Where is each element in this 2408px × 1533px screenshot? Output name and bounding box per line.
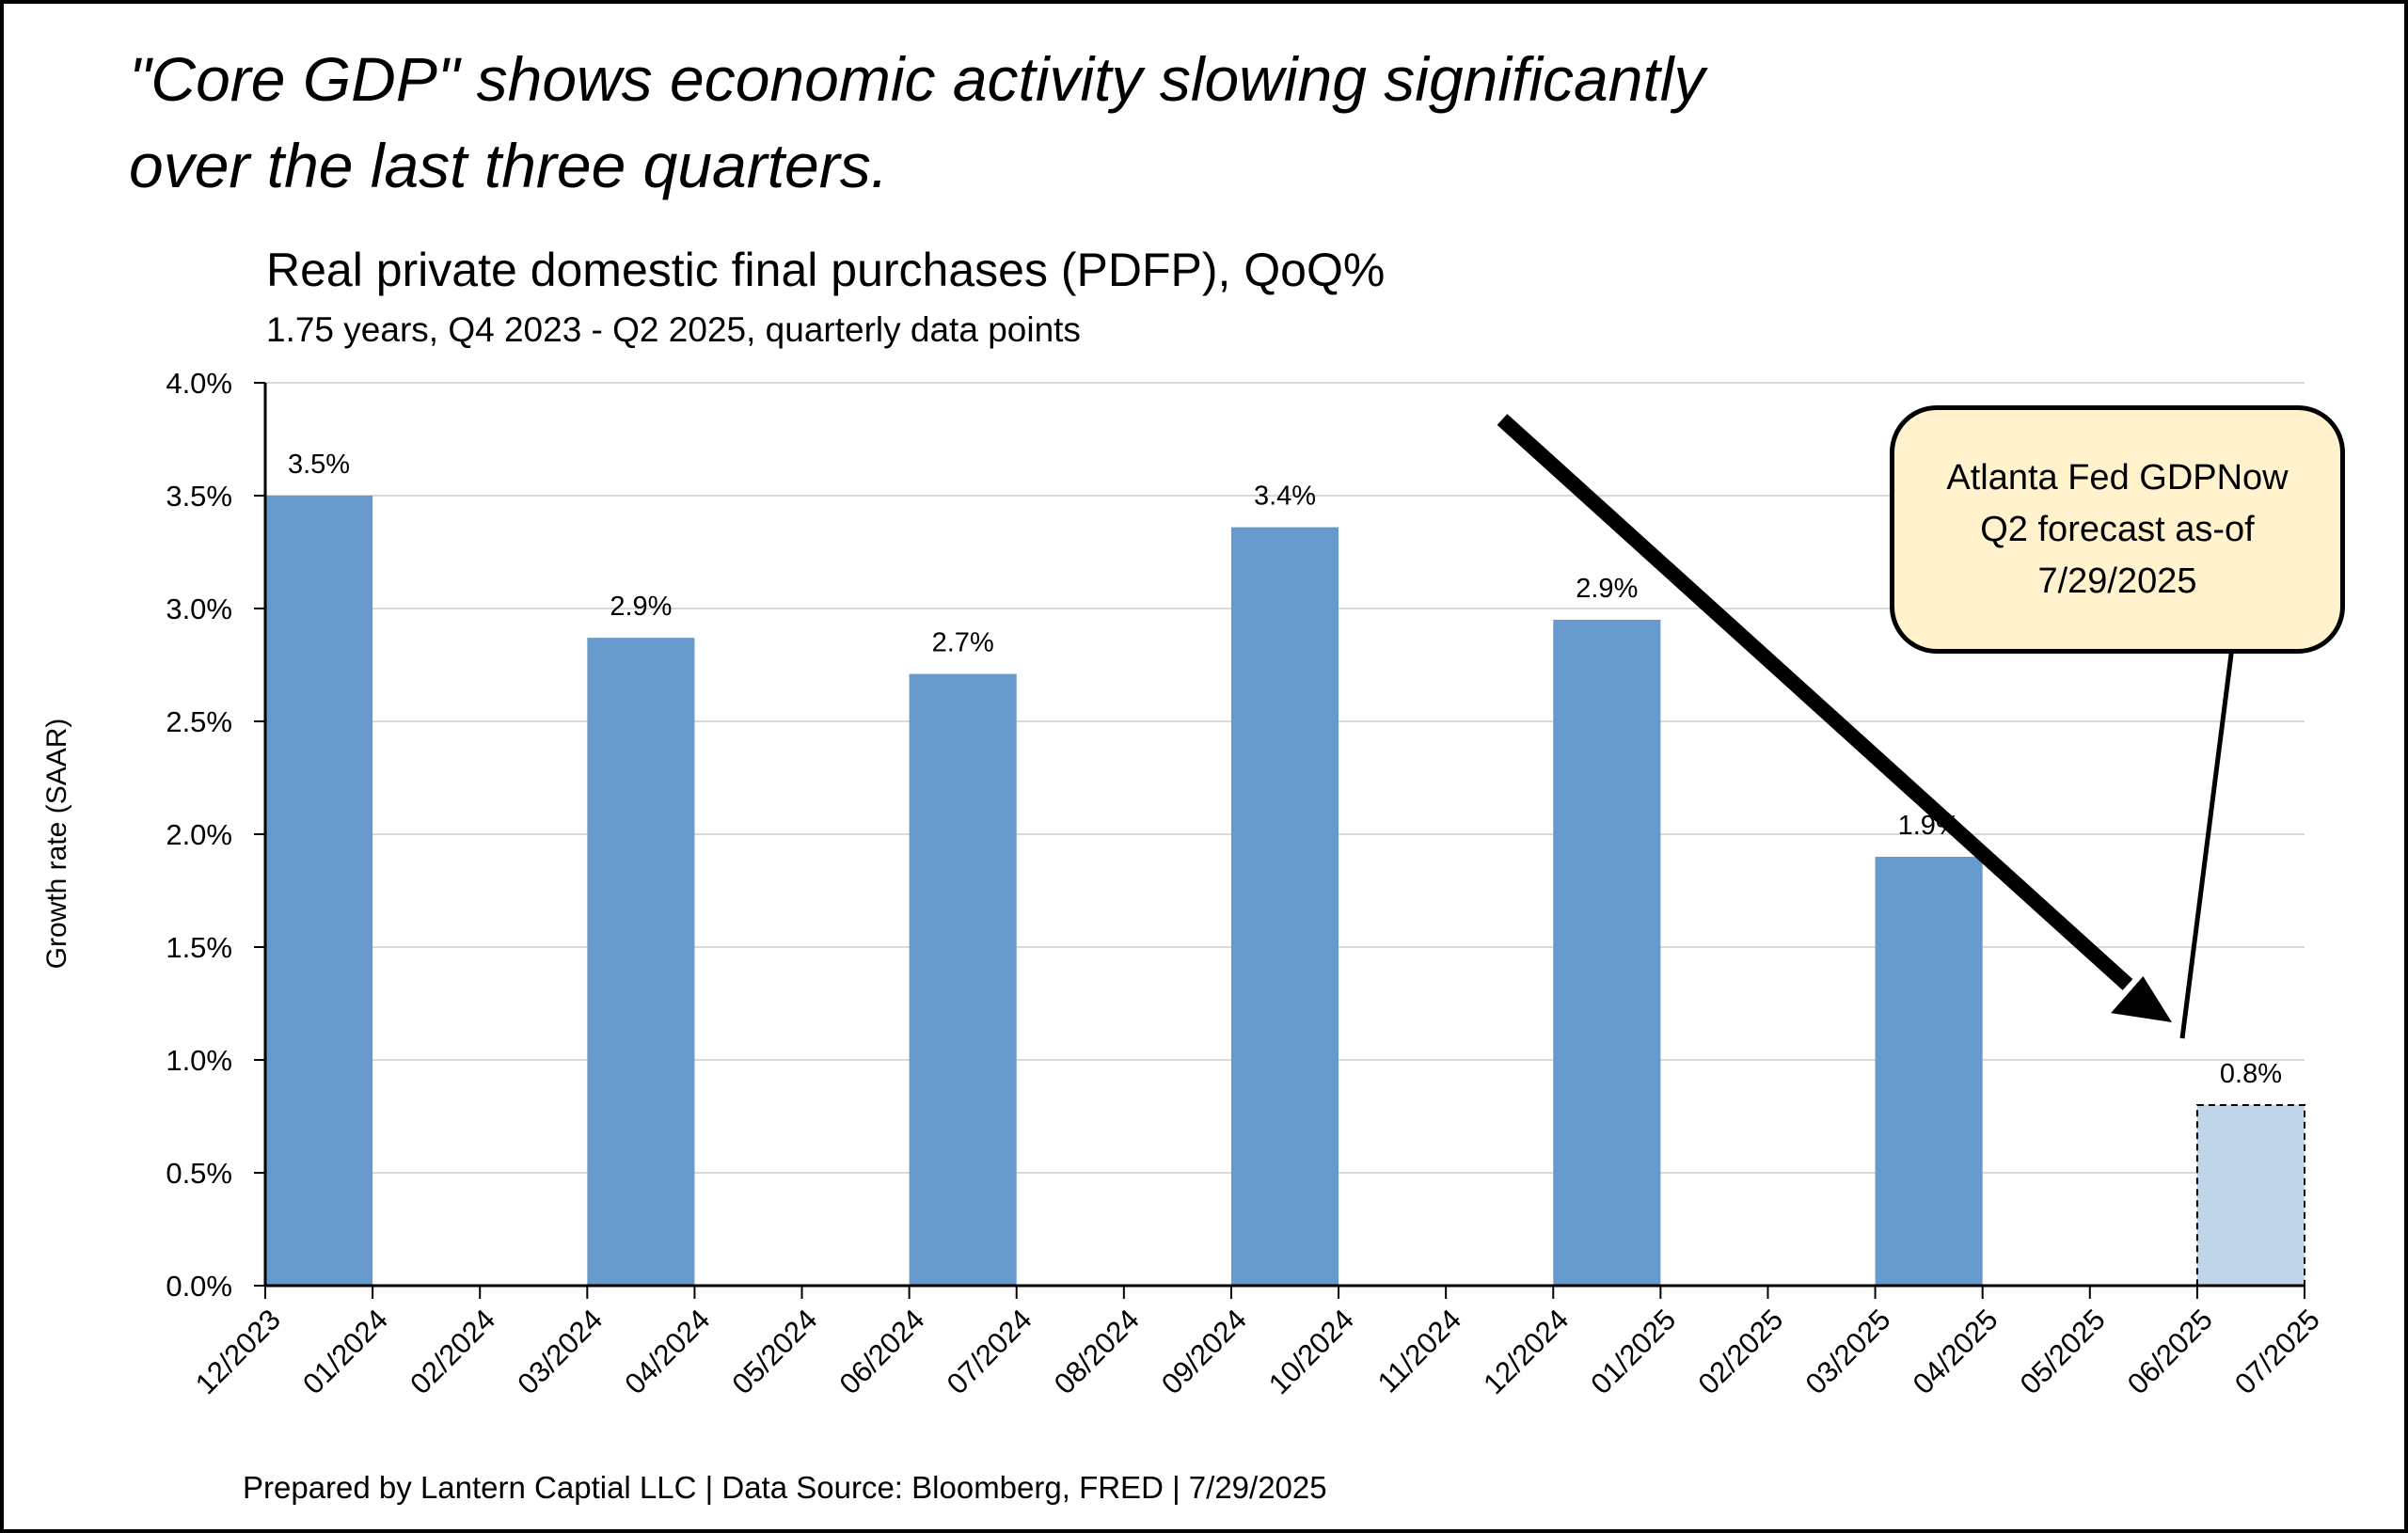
chart-title: Real private domestic final purchases (P…: [266, 244, 1386, 296]
x-tick-label: 02/2025: [1691, 1303, 1789, 1400]
bar-data-label: 3.5%: [288, 450, 350, 480]
x-tick-label: 06/2025: [2121, 1303, 2219, 1400]
x-tick-label: 11/2024: [1371, 1303, 1467, 1399]
callout-line-3: 7/29/2025: [2037, 561, 2197, 601]
callout-pointer: [2179, 646, 2235, 1039]
y-tick-label: 3.5%: [166, 480, 232, 513]
trend-arrow-shaft: [1497, 414, 2133, 990]
y-tick-label: 2.0%: [166, 818, 232, 851]
y-axis-label: Growth rate (SAAR): [41, 719, 72, 970]
x-tick-label: 02/2024: [404, 1303, 501, 1400]
bar: [265, 496, 373, 1286]
x-tick-label: 04/2025: [1907, 1303, 2004, 1400]
x-tick-label: 05/2025: [2014, 1303, 2112, 1400]
bar: [1553, 620, 1661, 1286]
x-tick-label: 09/2024: [1155, 1303, 1253, 1400]
x-tick-label: 01/2025: [1584, 1303, 1682, 1400]
x-tick-label: 07/2025: [2228, 1303, 2326, 1400]
callout-line-1: Atlanta Fed GDPNow: [1946, 457, 2289, 498]
x-tick-label: 05/2024: [725, 1303, 823, 1400]
x-tick-label: 07/2024: [941, 1303, 1038, 1400]
x-tick-label: 04/2024: [618, 1303, 716, 1400]
x-tick-label: 03/2024: [511, 1303, 609, 1400]
y-tick-label: 1.0%: [166, 1044, 232, 1077]
x-tick-label: 12/2024: [1477, 1303, 1575, 1400]
callout-line-2: Q2 forecast as-of: [1980, 509, 2255, 549]
bar-data-label: 2.9%: [1576, 574, 1638, 604]
chart-subtitle: 1.75 years, Q4 2023 - Q2 2025, quarterly…: [266, 310, 1081, 349]
bar-data-label: 2.9%: [610, 592, 672, 622]
x-tick-label: 03/2025: [1799, 1303, 1897, 1400]
bar: [2195, 1104, 2306, 1287]
x-tick-label: 10/2024: [1262, 1303, 1360, 1400]
y-tick-label: 0.5%: [166, 1157, 232, 1190]
y-tick-label: 3.0%: [166, 593, 232, 625]
bar: [1875, 857, 1983, 1286]
bar: [587, 638, 695, 1286]
y-tick-label: 2.5%: [166, 705, 232, 738]
y-tick-label: 1.5%: [166, 931, 232, 964]
y-tick-label: 0.0%: [166, 1270, 232, 1303]
x-tick-label: 01/2024: [296, 1303, 394, 1400]
bar: [909, 673, 1017, 1286]
x-tick-label: 12/2023: [189, 1303, 287, 1400]
bar: [1230, 527, 1339, 1286]
headline-line-2: over the last three quarters.: [129, 131, 889, 200]
bar-data-label: 0.8%: [2220, 1059, 2282, 1089]
y-tick-label: 4.0%: [166, 367, 232, 400]
trend-arrow-head: [2111, 975, 2173, 1022]
x-tick-label: 06/2024: [833, 1303, 931, 1400]
x-tick-label: 08/2024: [1048, 1303, 1146, 1400]
footer-source: Prepared by Lantern Captial LLC | Data S…: [243, 1470, 1327, 1505]
headline: "Core GDP" shows economic activity slowi…: [129, 36, 1704, 209]
bar-data-label: 2.7%: [932, 628, 994, 658]
bar-data-label: 3.4%: [1254, 482, 1316, 512]
gdpnow-callout: Atlanta Fed GDPNow Q2 forecast as-of 7/2…: [1890, 405, 2345, 654]
headline-line-1: "Core GDP" shows economic activity slowi…: [129, 44, 1705, 114]
